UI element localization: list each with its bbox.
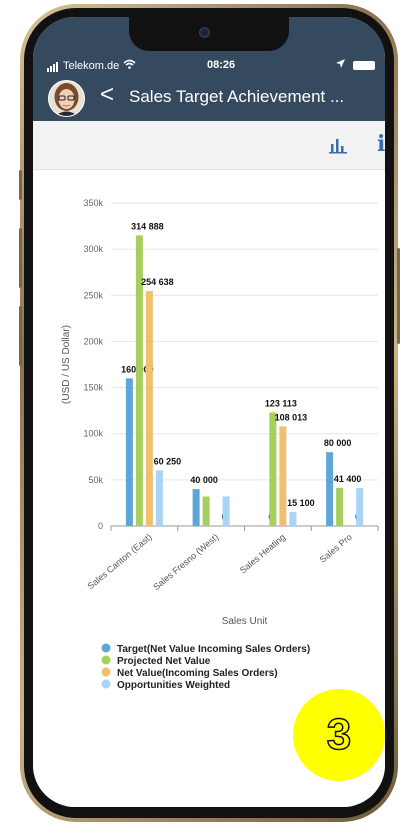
y-tick-label: 0 [98,521,103,531]
status-time: 08:26 [207,59,236,71]
legend-label: Opportunities Weighted [117,680,230,691]
chart-toolbar: i [33,121,385,170]
bar [222,496,230,526]
bar [135,235,143,526]
x-tick-label: Sales Heating [238,532,287,576]
y-tick-label: 300k [83,244,103,254]
bar [125,378,133,526]
bar-chart-icon[interactable] [328,136,348,154]
power-button [397,248,400,344]
y-tick-label: 200k [83,336,103,346]
y-tick-label: 150k [83,383,103,393]
status-bar: Telekom.de 08:26 [33,59,385,75]
bar [269,412,277,526]
battery-icon [353,60,375,70]
back-button[interactable]: < [100,81,115,108]
mute-switch [19,170,22,200]
location-icon [336,59,345,71]
notch [129,17,289,51]
legend-swatch [101,679,111,689]
x-tick-label: Sales Canton (East) [86,532,154,591]
volume-up-button [19,228,22,288]
y-tick-label: 350k [83,198,103,208]
volume-down-button [19,306,22,366]
data-label: 123 113 [265,398,297,408]
data-label: 15 100 [287,498,315,508]
legend-swatch [101,643,111,653]
wifi-icon [123,59,136,72]
phone-screen: Telekom.de 08:26 < Sales T [33,17,385,807]
carrier-group: Telekom.de [47,59,136,72]
bar [326,452,334,526]
bar [289,512,297,526]
bar [155,470,163,526]
y-tick-label: 50k [88,475,103,485]
data-label: 60 250 [154,456,182,466]
data-label: 314 888 [131,221,164,231]
carrier-name: Telekom.de [63,59,120,72]
data-label: 41 400 [334,474,362,484]
app-header: Telekom.de 08:26 < Sales T [33,17,385,121]
legend-label: Target(Net Value Incoming Sales Orders) [117,644,310,655]
x-tick-label: Sales Pro [318,532,354,565]
y-axis-label: (USD / US Dollar) [61,325,72,404]
camera-icon [199,27,210,38]
bar [202,496,210,526]
page-title: Sales Target Achievement ... [129,87,345,106]
bar [145,291,153,526]
x-tick-label: Sales Fresno (West) [151,532,220,592]
legend-swatch [101,655,111,665]
bar [192,489,200,526]
bar-chart: 0 50k 100k 150k 200k 250k 300k 350k (USD / US Do… [61,198,379,691]
data-label: 40 000 [190,475,218,485]
bar [279,426,287,526]
chart-area: 0 50k 100k 150k 200k 250k 300k 350k (USD / US Do… [33,170,385,807]
data-label: 254 638 [141,277,174,287]
data-label: 80 000 [324,438,352,448]
avatar[interactable] [48,80,85,117]
step-number: 3 [326,709,352,760]
signal-icon [47,60,59,72]
y-tick-label: 250k [83,290,103,300]
status-right-group [336,59,375,71]
info-icon[interactable]: i [377,131,385,157]
y-tick-label: 100k [83,429,103,439]
data-label: 108 013 [275,412,308,422]
step-badge: 3 [293,689,385,781]
bar [356,488,364,526]
legend-label: Projected Net Value [117,656,211,667]
x-axis-label: Sales Unit [222,616,268,627]
bar [336,487,344,526]
legend-swatch [101,667,111,677]
legend-label: Net Value(Incoming Sales Orders) [117,668,278,679]
